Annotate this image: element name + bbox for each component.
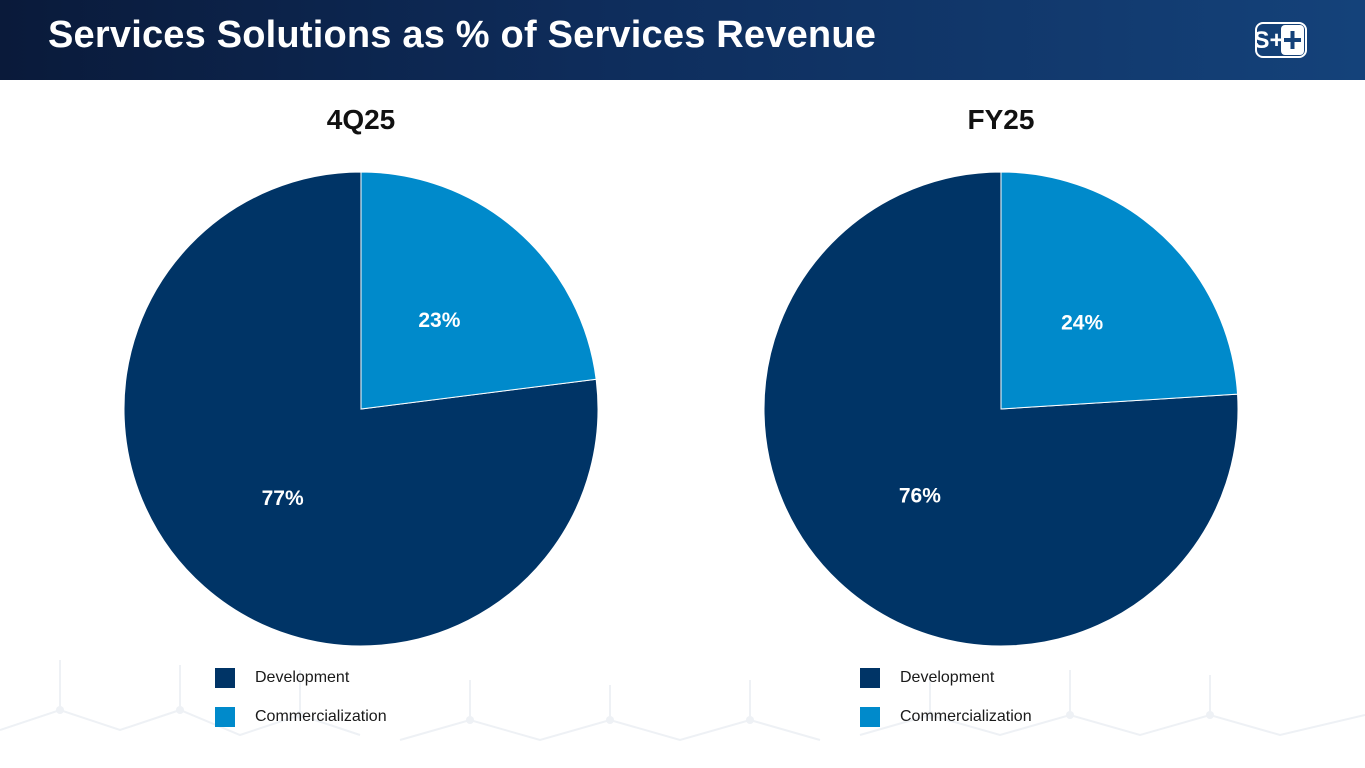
data-label-commercialization: 24%	[1061, 312, 1103, 335]
legend-label-commercialization: Commercialization	[900, 708, 1032, 725]
legend-swatch-development	[860, 668, 880, 688]
data-label-development: 76%	[899, 484, 941, 507]
legend-swatch-commercialization	[860, 707, 880, 727]
logo-text: S+	[1255, 27, 1284, 54]
chart-fy25: FY25 76% 24% Development Commercializatio…	[640, 90, 1365, 768]
legend-swatch-commercialization	[215, 707, 235, 727]
data-label-development: 77%	[262, 487, 304, 510]
slice-commercialization	[360, 171, 597, 410]
legend-swatch-development	[215, 668, 235, 688]
page-title: Services Solutions as % of Services Reve…	[48, 14, 877, 56]
pie-chart-fy25: 76% 24%	[763, 171, 1239, 647]
legend-label-commercialization: Commercialization	[255, 708, 387, 725]
chart-4q25: 4Q25 77% 23% Development Commercializatio…	[0, 90, 683, 768]
pie-chart-4q25: 77% 23%	[123, 171, 599, 647]
chart-title: FY25	[967, 104, 1035, 135]
header-bar: Services Solutions as % of Services Reve…	[0, 0, 1365, 80]
chart-title: 4Q25	[326, 104, 396, 135]
company-logo: S+	[1255, 22, 1307, 58]
data-label-commercialization: 23%	[418, 309, 460, 332]
legend-label-development: Development	[900, 669, 995, 686]
background-hex-pattern	[0, 660, 1365, 742]
slice-commercialization	[1000, 171, 1239, 410]
legend-label-development: Development	[255, 669, 350, 686]
slice-development	[763, 171, 1239, 647]
